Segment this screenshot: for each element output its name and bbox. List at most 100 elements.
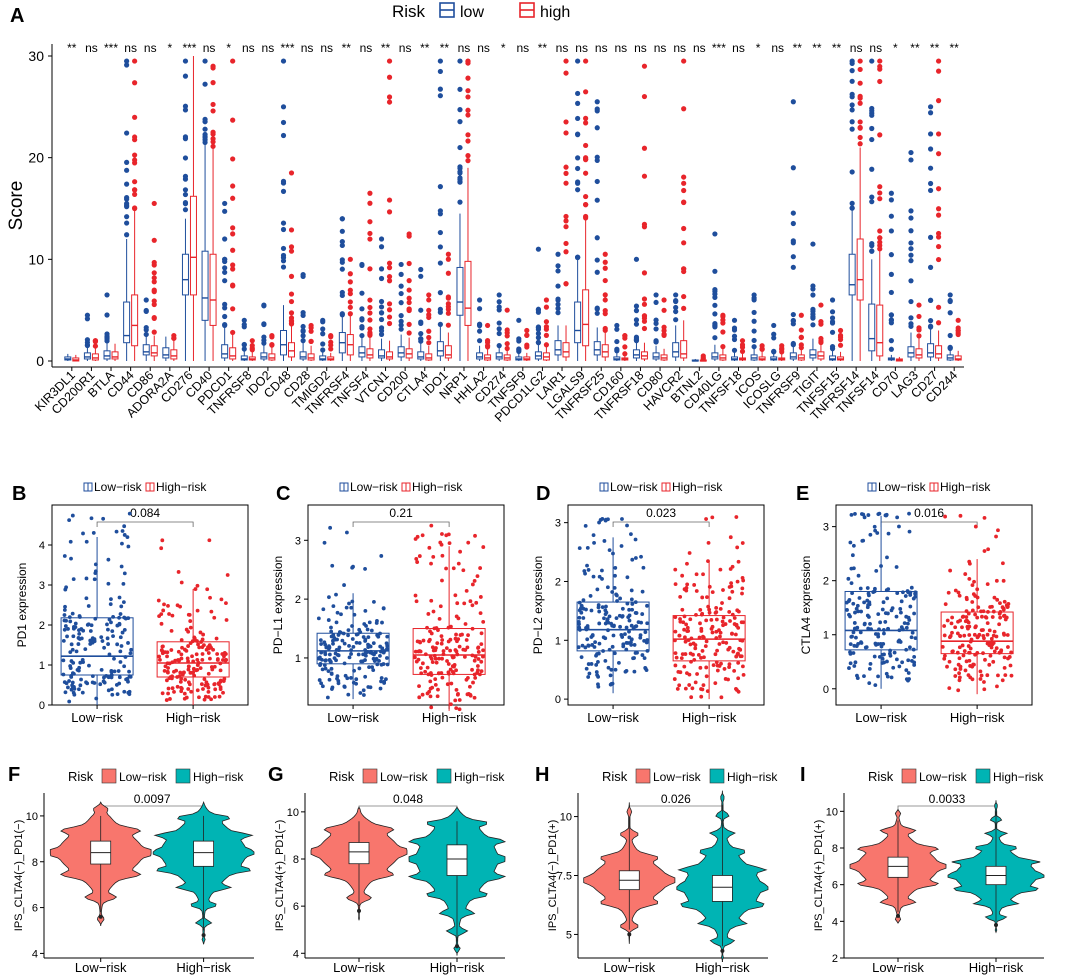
jitter-point [612,585,617,590]
jitter-point [645,603,649,608]
outlier-point [935,320,942,326]
significance-bracket [897,805,997,811]
outlier-point [583,58,589,64]
jitter-point [363,658,367,662]
outlier-point [594,269,600,275]
legend-label: Low−risk [610,480,659,494]
jitter-point [680,573,685,578]
jitter-point [179,652,184,657]
significance-label: ** [440,41,450,55]
jitter-point [379,554,384,558]
jitter-point [329,671,334,676]
jitter-point [982,680,986,684]
outlier-point [622,351,628,357]
jitter-point [329,629,334,634]
significance-label: *** [280,41,294,55]
outlier-point [437,93,443,99]
jitter-point [179,676,184,681]
jitter-point [465,676,470,680]
jitter-point [913,591,917,596]
jitter-point [591,533,596,538]
jitter-point [349,652,353,656]
jitter-point [79,627,84,631]
jitter-point [223,658,228,662]
jitter-point [858,630,863,635]
jitter-point [413,649,418,654]
jitter-point [705,595,709,600]
outlier-point [935,186,942,192]
jitter-point [342,641,347,646]
outlier-point [202,133,208,140]
jitter-point [855,676,860,680]
jitter-point [209,697,214,702]
jitter-point [701,572,705,577]
plot-frame [307,504,505,706]
outlier-point [378,236,385,242]
outlier-point [563,213,569,220]
outlier-point [927,146,934,152]
jitter-point [320,667,325,672]
jitter-point [854,635,858,640]
jitter-point [70,685,75,690]
jitter-point [727,665,732,669]
outlier-point [927,323,934,329]
outlier-point [712,311,718,317]
outlier-point [563,218,569,224]
jitter-point [437,616,442,621]
box-low [574,301,582,344]
jitter-point [160,644,165,649]
outlier-point [241,346,247,352]
panel-label-f: F [8,764,20,786]
jitter-point [195,668,200,672]
outlier-point [877,184,883,190]
outlier-point [524,332,530,338]
outlier-point [869,125,875,132]
jitter-point [683,639,688,644]
outlier-point [602,259,608,265]
outlier-point [575,155,581,161]
y-tick-label: 8 [832,843,838,855]
outlier-point [888,312,894,318]
outlier-point [935,68,942,74]
jitter-point [942,624,947,628]
jitter-point [111,634,115,638]
outlier-point [328,342,334,348]
jitter-point [673,663,678,668]
jitter-point [63,604,67,609]
jitter-point [704,618,709,623]
jitter-point [372,652,376,657]
jitter-point [1000,678,1005,683]
outlier-point [445,322,451,328]
outlier-point [230,117,236,123]
jitter-point [479,659,484,664]
jitter-point [895,591,900,595]
outlier-point [751,309,757,316]
jitter-point [434,660,439,665]
outlier-point [132,152,138,158]
outlier-point [927,180,934,187]
jitter-point [698,621,702,626]
jitter-point [319,642,323,646]
jitter-point [370,665,375,670]
outlier-point [927,187,934,194]
jitter-point [183,647,187,652]
y-axis-label: IPS_CLTA4(+)_PD1(−) [274,820,286,931]
outlier-point [378,316,385,323]
jitter-point [865,586,870,590]
outlier-point [877,190,883,196]
jitter-point [448,637,453,642]
jitter-point [433,656,438,661]
box-low [83,352,91,360]
jitter-point [80,690,85,695]
outlier-point [555,263,561,269]
jitter-point [894,614,899,619]
jitter-point [166,691,170,696]
jitter-point [718,630,723,635]
jitter-point [971,662,976,667]
panel-label-c: C [276,483,290,505]
jitter-point [115,642,120,647]
jitter-point [678,617,682,621]
jitter-point [625,523,629,528]
outlier-point [583,120,589,126]
